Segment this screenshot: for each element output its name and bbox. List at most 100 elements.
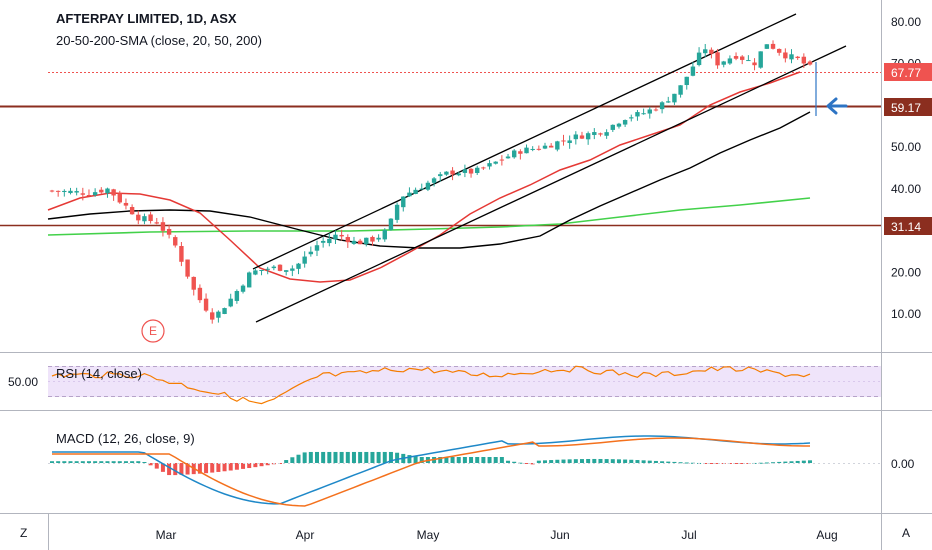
candle-body — [703, 49, 708, 54]
macd-hist-bar — [647, 460, 652, 463]
macd-hist-bar — [407, 455, 412, 463]
time-tick-label: Aug — [816, 528, 837, 542]
macd-hist-bar — [771, 462, 776, 464]
candle-body — [653, 109, 659, 111]
macd-hist-bar — [253, 463, 258, 468]
macd-hist-bar — [93, 461, 98, 463]
price-tick-label: 80.00 — [891, 15, 921, 29]
zoom-button[interactable]: Z — [20, 526, 27, 540]
macd-hist-bar — [709, 463, 714, 464]
macd-hist-bar — [123, 461, 128, 463]
macd-hist-bar — [413, 456, 418, 463]
macd-hist-bar — [690, 462, 695, 464]
macd-hist-bar — [734, 463, 739, 464]
macd-hist-bar — [86, 461, 91, 463]
candle-body — [585, 133, 591, 140]
macd-hist-bar — [419, 457, 424, 463]
macd-hist-bar — [672, 461, 677, 463]
earnings-marker[interactable]: E — [141, 319, 165, 343]
candle-body — [370, 236, 375, 242]
candle-body — [49, 190, 55, 192]
macd-hist-bar — [530, 463, 535, 465]
sma200-line — [47, 197, 811, 236]
candle-body — [659, 102, 665, 110]
candle-body — [709, 49, 714, 54]
macd-hist-bar — [456, 457, 461, 463]
macd-hist-bar — [641, 460, 646, 463]
price-tick-label: 10.00 — [891, 307, 921, 321]
macd-hist-bar — [567, 459, 572, 463]
time-axis[interactable]: Mar Apr May Jun Jul Aug — [156, 528, 838, 542]
macd-hist-bar — [549, 460, 554, 463]
candle-body — [629, 117, 634, 119]
macd-hist-bar — [265, 463, 270, 466]
macd-histogram — [50, 451, 812, 476]
macd-hist-bar — [136, 461, 141, 463]
candle-body — [505, 156, 511, 159]
macd-hist-bar — [703, 463, 708, 464]
auto-scale-button[interactable]: A — [902, 526, 910, 540]
rsi-legend: RSI (14, close) — [56, 366, 142, 381]
candle-body — [166, 229, 172, 235]
candle-body — [610, 124, 615, 130]
candle-body — [715, 52, 720, 66]
candle-body — [210, 312, 215, 320]
candle-body — [524, 147, 529, 154]
candle-body — [179, 246, 184, 262]
macd-hist-bar — [740, 463, 745, 464]
macd-hist-bar — [173, 463, 178, 476]
macd-hist-bar — [395, 452, 400, 463]
macd-hist-bar — [327, 451, 332, 463]
candle-body — [68, 190, 73, 194]
macd-hist-bar — [678, 462, 683, 464]
candle-body — [345, 237, 351, 243]
candle-body — [579, 135, 585, 139]
macd-hist-bar — [450, 457, 455, 463]
candle-body — [160, 222, 166, 231]
macd-hist-bar — [210, 463, 215, 473]
candle-body — [511, 150, 517, 158]
macd-hist-bar — [345, 451, 350, 463]
candle-body — [364, 237, 369, 245]
candle-body — [789, 54, 794, 60]
rsi-axis-label: 50.00 — [8, 375, 38, 389]
candle-body — [62, 190, 67, 193]
price-tick-label: 50.00 — [891, 140, 921, 154]
macd-hist-bar — [308, 451, 313, 463]
candle-body — [92, 192, 98, 196]
macd-hist-bar — [438, 457, 443, 463]
time-tick-label: May — [417, 528, 440, 542]
trend-channel — [252, 13, 847, 323]
candle-body — [592, 132, 597, 135]
macd-hist-bar — [284, 460, 289, 463]
candle-body — [191, 276, 196, 290]
candle-body — [302, 256, 307, 264]
indicator-legend: 20-50-200-SMA (close, 20, 50, 200) — [56, 33, 262, 48]
candle-body — [277, 264, 283, 271]
candle-body — [197, 287, 203, 301]
macd-hist-bar — [512, 461, 517, 463]
macd-hist-bar — [764, 462, 769, 464]
macd-hist-bar — [68, 461, 73, 463]
candle-body — [351, 240, 357, 244]
macd-hist-bar — [382, 451, 387, 463]
signal-line — [52, 437, 810, 507]
candle-body — [752, 62, 757, 66]
macd-hist-bar — [444, 457, 449, 463]
candle-body — [727, 58, 733, 64]
macd-hist-bar — [105, 461, 110, 463]
candle-body — [530, 148, 535, 150]
candle-body — [388, 218, 394, 230]
candle-body — [438, 174, 443, 177]
candle-body — [222, 308, 227, 314]
macd-hist-bar — [154, 463, 159, 469]
macd-hist-bar — [302, 452, 307, 463]
candle-body — [616, 123, 622, 127]
candle-body — [678, 85, 683, 95]
macd-hist-bar — [314, 451, 319, 463]
macd-hist-bar — [204, 463, 209, 474]
candle-body — [567, 140, 572, 143]
